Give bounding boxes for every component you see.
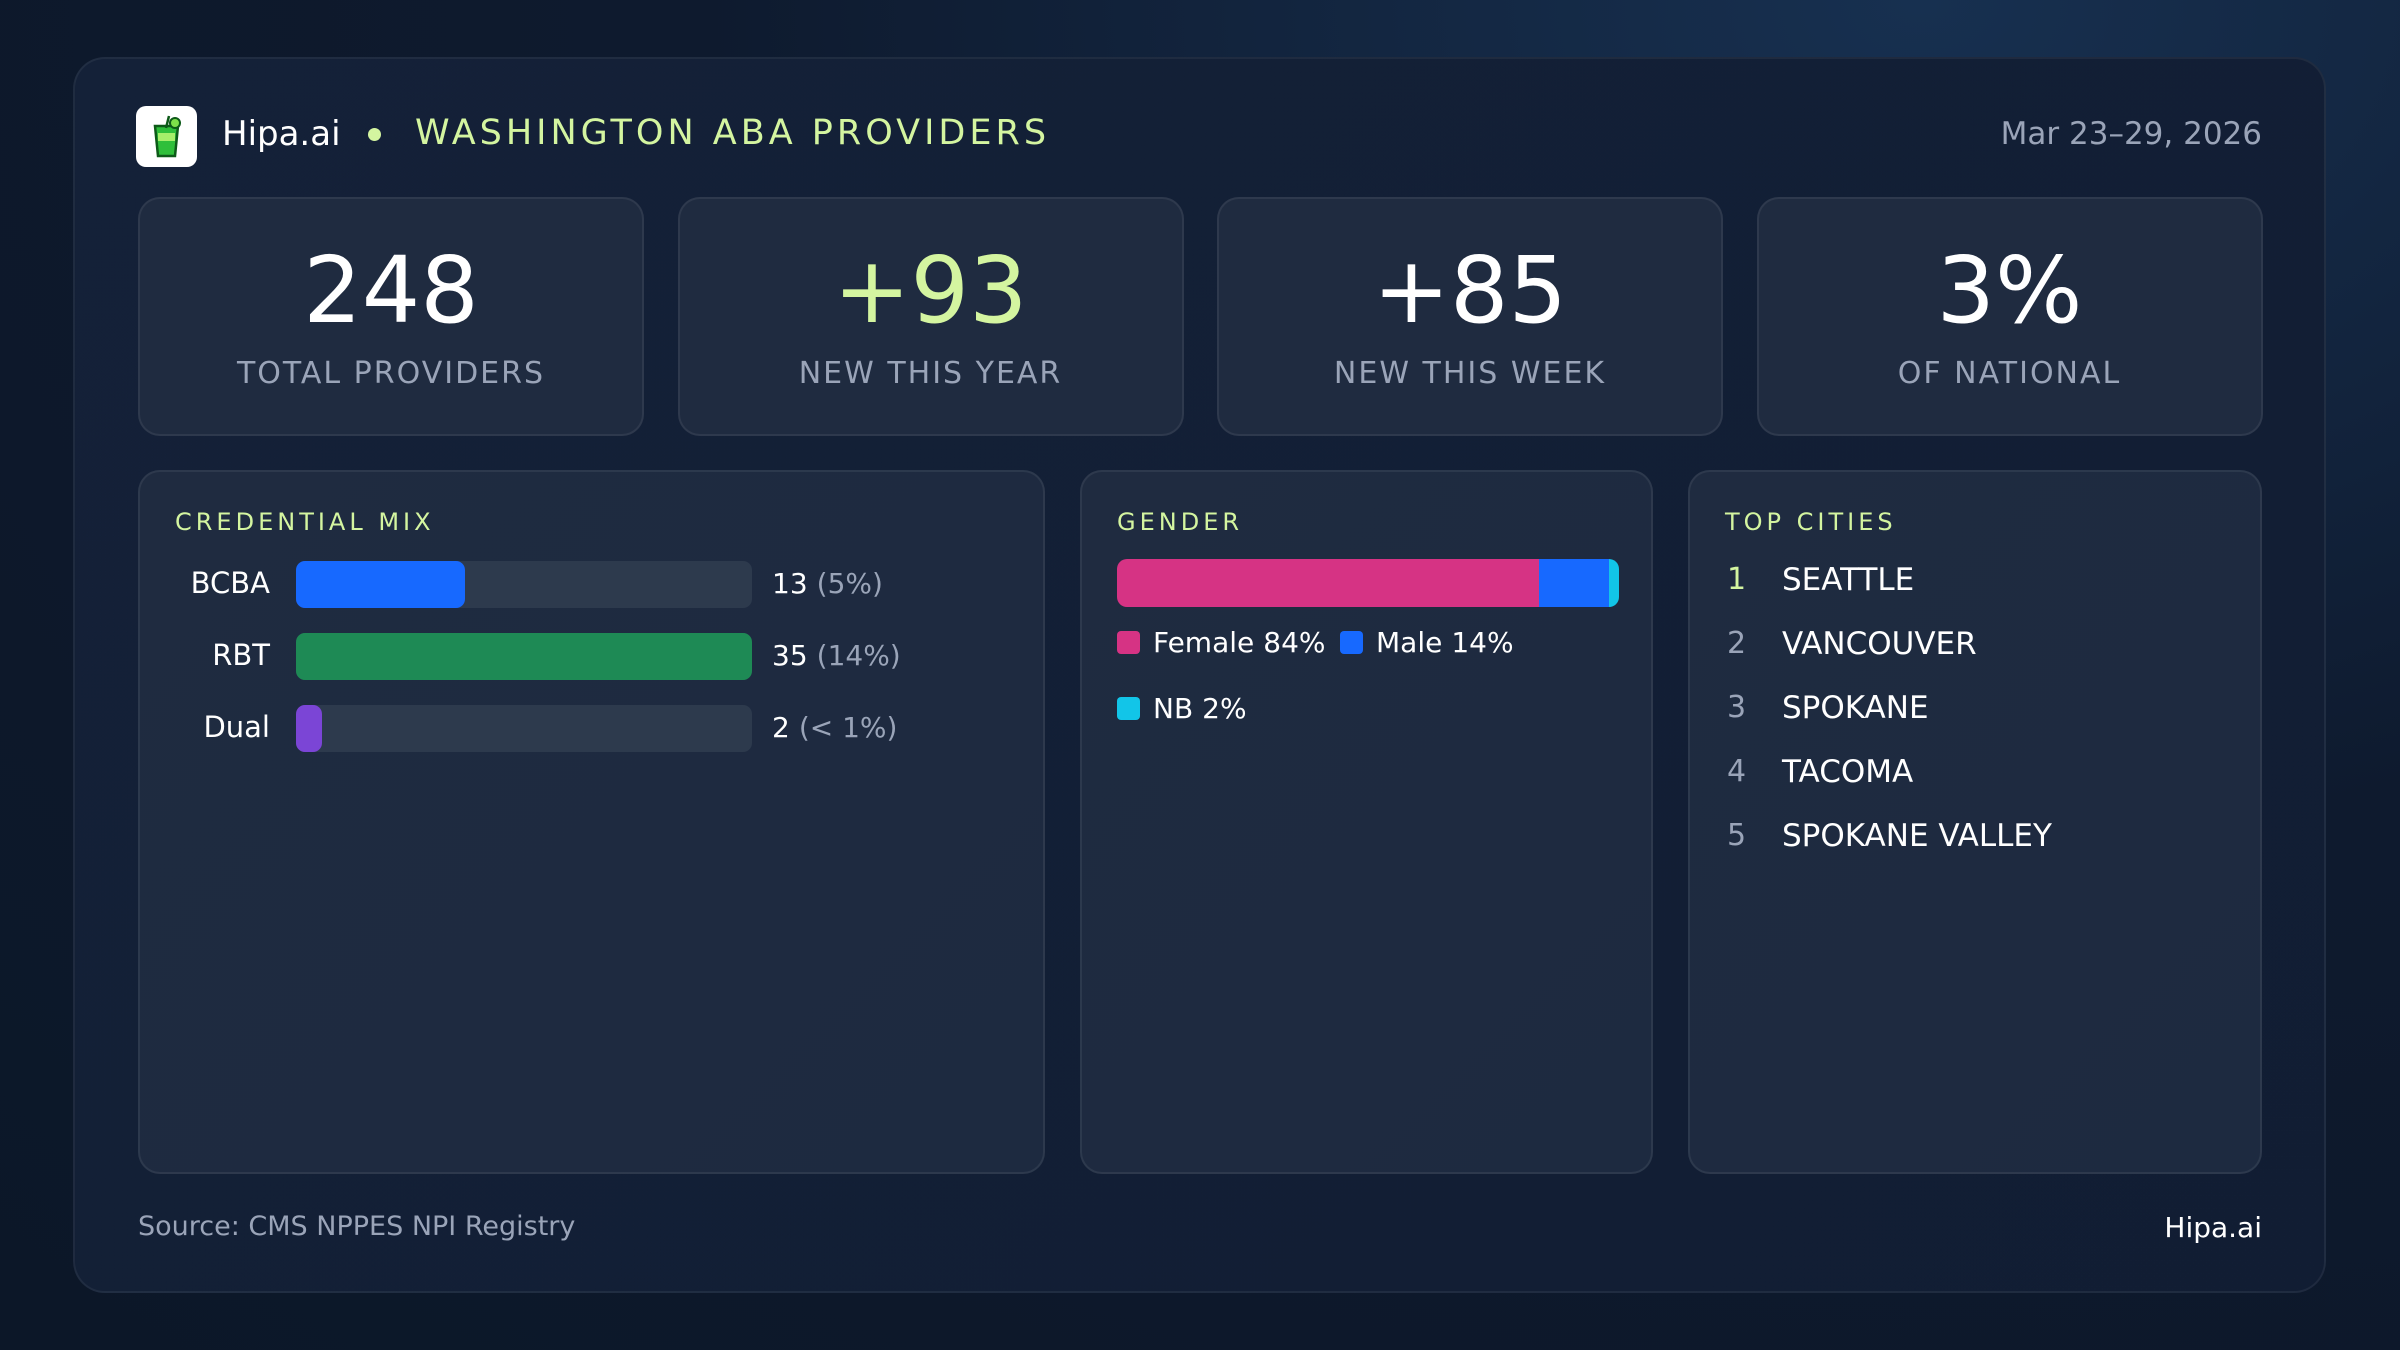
bar bbox=[296, 633, 752, 680]
brand: Hipa.ai bbox=[222, 114, 341, 154]
legend-name: Female bbox=[1153, 626, 1255, 659]
bar-value: 2 bbox=[772, 711, 790, 744]
stacked-bar bbox=[1117, 559, 1619, 607]
kpi-value: +85 bbox=[1372, 237, 1568, 344]
city-name: SPOKANE bbox=[1782, 690, 1929, 726]
city-name: SPOKANE VALLEY bbox=[1782, 818, 2052, 854]
page-title: WASHINGTON ABA PROVIDERS bbox=[415, 113, 1051, 153]
kpi-value: 248 bbox=[303, 237, 479, 344]
bar-value-group: 2 (< 1%) bbox=[772, 711, 897, 744]
kpi-value: +93 bbox=[833, 237, 1028, 344]
bar bbox=[296, 705, 323, 752]
bar-value-group: 13 (5%) bbox=[772, 567, 883, 600]
city-rank: 4 bbox=[1727, 754, 1747, 789]
kpi-label: NEW THIS WEEK bbox=[1333, 356, 1607, 391]
bar-share: (14%) bbox=[816, 639, 901, 672]
legend-name: Male bbox=[1376, 626, 1443, 659]
logo bbox=[136, 106, 197, 167]
kpi-card: 248 TOTAL PROVIDERS bbox=[138, 197, 644, 436]
separator-dot bbox=[368, 128, 381, 141]
legend-value: 2% bbox=[1202, 692, 1247, 725]
footer-brand: Hipa.ai bbox=[2164, 1211, 2262, 1244]
gender-segment bbox=[1608, 559, 1619, 607]
city-name: SEATTLE bbox=[1782, 562, 1915, 598]
kpi-card: +93 NEW THIS YEAR bbox=[677, 197, 1184, 436]
bar-label: Dual bbox=[203, 710, 270, 744]
date-range: Mar 23–29, 2026 bbox=[2000, 116, 2262, 152]
panel-title: TOP CITIES bbox=[1725, 508, 1897, 536]
bar-share: (5%) bbox=[816, 567, 883, 600]
kpi-card: 3% OF NATIONAL bbox=[1756, 197, 2263, 436]
bar-track bbox=[296, 705, 752, 752]
city-name: VANCOUVER bbox=[1782, 626, 1977, 662]
legend-item: NB 2% bbox=[1117, 692, 1247, 725]
panel-title: CREDENTIAL MIX bbox=[175, 508, 435, 536]
legend-swatch bbox=[1117, 697, 1140, 720]
city-rank: 5 bbox=[1727, 818, 1747, 853]
gender-segment bbox=[1117, 559, 1539, 607]
credential-panel: CREDENTIAL MIX BCBA 13 (5%) RBT 35 (14%) Dual 2… bbox=[138, 470, 1045, 1174]
legend-item: Female 84% bbox=[1117, 626, 1325, 659]
bar-label: BCBA bbox=[190, 566, 270, 600]
legend-item: Male 14% bbox=[1340, 626, 1514, 659]
bar-value: 13 bbox=[772, 567, 808, 600]
kpi-value: 3% bbox=[1936, 237, 2083, 344]
legend-name: NB bbox=[1153, 692, 1194, 725]
bar-value: 35 bbox=[772, 639, 808, 672]
bar bbox=[296, 561, 466, 608]
city-name: TACOMA bbox=[1782, 754, 1914, 790]
legend-value: 14% bbox=[1451, 626, 1514, 659]
kpi-label: OF NATIONAL bbox=[1897, 356, 2122, 391]
kpi-label: TOTAL PROVIDERS bbox=[236, 356, 546, 391]
city-rank: 3 bbox=[1727, 690, 1747, 725]
gender-segment bbox=[1538, 559, 1609, 607]
bar-value-group: 35 (14%) bbox=[772, 639, 901, 672]
bar-label: RBT bbox=[212, 638, 270, 672]
gender-panel: GENDER Female 84% Male 14% NB 2% bbox=[1080, 470, 1653, 1174]
cities-panel: TOP CITIES 1 SEATTLE 2 VANCOUVER 3 SPOKANE 4 TA… bbox=[1688, 470, 2262, 1174]
panel-title: GENDER bbox=[1117, 508, 1244, 536]
source: Source: CMS NPPES NPI Registry bbox=[138, 1211, 576, 1242]
legend-value: 84% bbox=[1263, 626, 1326, 659]
city-rank: 2 bbox=[1727, 626, 1747, 661]
city-rank: 1 bbox=[1727, 562, 1747, 597]
bar-share: (< 1%) bbox=[798, 711, 898, 744]
legend-swatch bbox=[1340, 631, 1363, 654]
kpi-label: NEW THIS YEAR bbox=[798, 356, 1063, 391]
legend-swatch bbox=[1117, 631, 1140, 654]
kpi-card: +85 NEW THIS WEEK bbox=[1217, 197, 1723, 436]
